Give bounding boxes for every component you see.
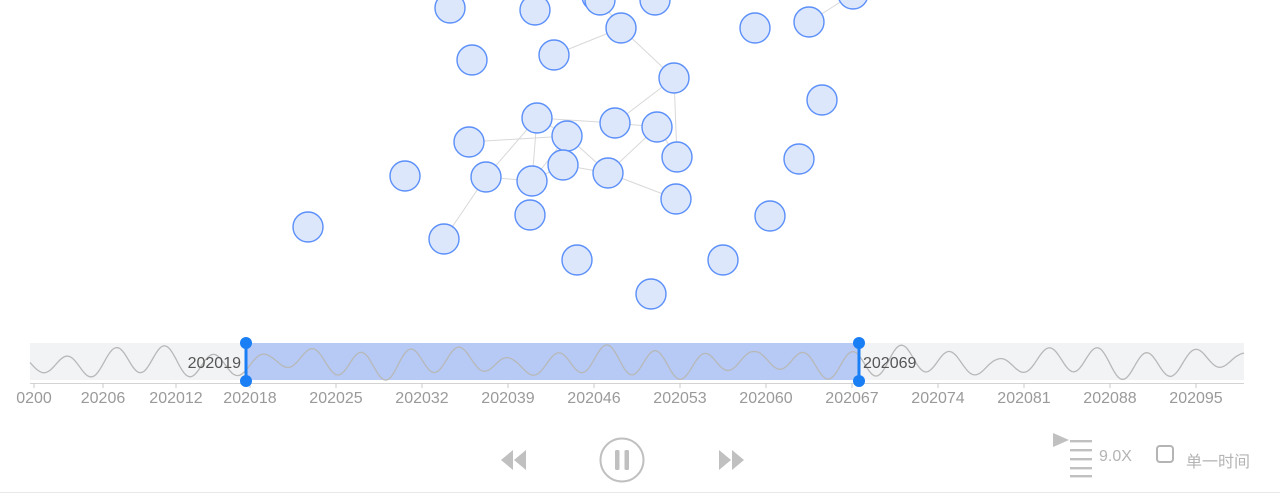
time-bar-tick-label: 20206: [81, 390, 126, 407]
graph-node[interactable]: [551, 120, 583, 152]
speed-play-list-icon: [1053, 433, 1092, 478]
graph-node[interactable]: [428, 223, 460, 255]
graph-edge: [468, 135, 568, 143]
speed-control[interactable]: 9.0X: [1050, 430, 1145, 480]
time-bar-tick-label: 0200: [16, 390, 52, 407]
range-end-label: 202069: [863, 355, 916, 372]
fast-forward-button[interactable]: [715, 444, 747, 476]
graph-node[interactable]: [561, 244, 593, 276]
graph-node[interactable]: [516, 165, 548, 197]
graph-node[interactable]: [707, 244, 739, 276]
time-bar-tick-label: 202060: [739, 390, 792, 407]
graph-node[interactable]: [605, 12, 637, 44]
graph-node[interactable]: [838, 0, 868, 10]
network-graph[interactable]: [0, 0, 1280, 330]
time-bar-tick-label: 202046: [567, 390, 620, 407]
range-end-handle[interactable]: [853, 337, 865, 387]
graph-node[interactable]: [739, 12, 771, 44]
graph-node[interactable]: [599, 107, 631, 139]
time-bar-tick-label: 202067: [825, 390, 878, 407]
graph-node[interactable]: [519, 0, 551, 26]
graph-node[interactable]: [660, 183, 692, 215]
graph-nodes: [292, 0, 868, 310]
time-bar-tick-label: 202025: [309, 390, 362, 407]
graph-node[interactable]: [292, 211, 324, 243]
time-bar-tick-label: 202053: [653, 390, 706, 407]
range-start-label: 202019: [188, 355, 241, 372]
fast-forward-icon: [719, 450, 744, 470]
graph-node[interactable]: [639, 0, 671, 16]
graph-node[interactable]: [635, 278, 667, 310]
time-bar-tick-label: 202074: [911, 390, 964, 407]
speed-value: 9.0X: [1099, 448, 1132, 465]
single-time-label: 单一时间: [1186, 452, 1251, 471]
single-time-checkbox[interactable]: [1156, 445, 1174, 463]
graph-node[interactable]: [793, 6, 825, 38]
graph-node[interactable]: [806, 84, 838, 116]
range-start-handle[interactable]: [240, 337, 252, 387]
rewind-icon: [501, 450, 526, 470]
bottom-divider: [0, 492, 1280, 493]
rewind-button[interactable]: [498, 444, 530, 476]
time-bar-tick-label: 202081: [997, 390, 1050, 407]
graph-node[interactable]: [434, 0, 466, 24]
time-bar-tick-label: 202088: [1083, 390, 1136, 407]
graph-node[interactable]: [658, 62, 690, 94]
play-pause-button[interactable]: [599, 437, 645, 483]
time-bar[interactable]: 0200 20206 202012 202018 202025 202032 202039 2…: [0, 330, 1280, 420]
pause-icon: [599, 437, 645, 483]
playback-controls: 9.0X 单一时间: [0, 430, 1280, 490]
graph-node[interactable]: [547, 149, 579, 181]
graph-node[interactable]: [521, 102, 553, 134]
graph-node[interactable]: [641, 111, 673, 143]
graph-node[interactable]: [389, 160, 421, 192]
graph-node[interactable]: [538, 39, 570, 71]
graph-node[interactable]: [592, 157, 624, 189]
time-bar-tick-label: 202012: [149, 390, 202, 407]
time-bar-selected-range[interactable]: [246, 343, 859, 380]
time-bar-ticks: 0200 20206 202012 202018 202025 202032 202039 2…: [16, 383, 1223, 407]
time-bar-tick-label: 202032: [395, 390, 448, 407]
graph-node[interactable]: [754, 200, 786, 232]
time-bar-trend-line: [29, 344, 1245, 381]
graph-node[interactable]: [783, 143, 815, 175]
graph-node[interactable]: [456, 44, 488, 76]
graph-node[interactable]: [584, 0, 616, 16]
graph-node[interactable]: [453, 126, 485, 158]
time-bar-tick-label: 202018: [223, 390, 276, 407]
graph-node[interactable]: [661, 141, 693, 173]
graph-node[interactable]: [514, 199, 546, 231]
graph-node[interactable]: [470, 161, 502, 193]
time-bar-tick-label: 202095: [1169, 390, 1222, 407]
time-bar-tick-label: 202039: [481, 390, 534, 407]
